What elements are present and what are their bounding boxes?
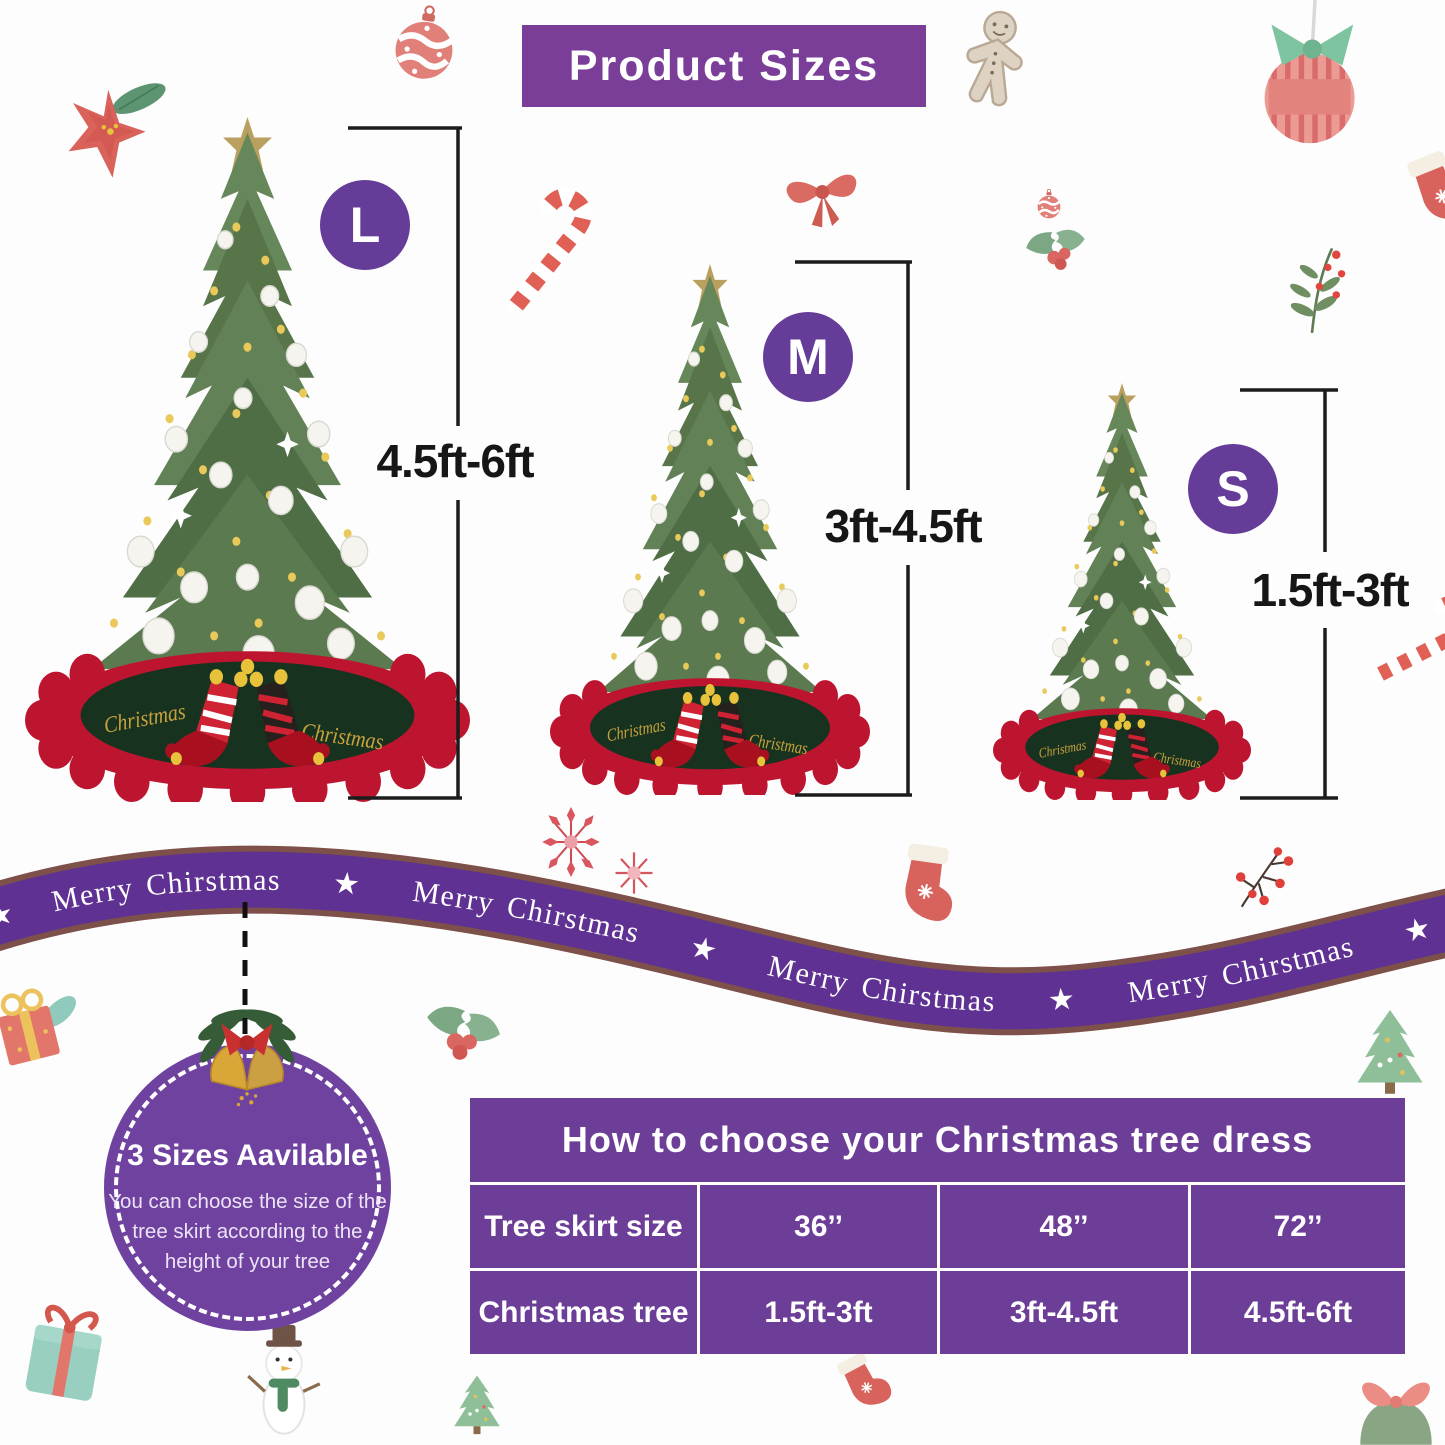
table-cell-36: 36’’ bbox=[700, 1185, 937, 1268]
size-range-small: 1.5ft-3ft bbox=[1251, 564, 1409, 616]
size-badge-small: S bbox=[1188, 444, 1278, 534]
badge-line-1: You can choose the size of the bbox=[108, 1190, 387, 1213]
gingerbread-man-icon bbox=[941, 1, 1046, 123]
size-letter-small: S bbox=[1216, 461, 1250, 517]
snowman-icon bbox=[245, 1325, 323, 1440]
sizes-available-badge: 3 Sizes Aavilable You can choose the siz… bbox=[104, 1044, 391, 1331]
table-cell-72: 72’’ bbox=[1191, 1185, 1405, 1268]
red-bow-icon bbox=[773, 154, 872, 240]
table-cell-tree-m: 3ft-4.5ft bbox=[940, 1271, 1188, 1354]
table-row-header-tree: Christmas tree bbox=[470, 1271, 697, 1354]
size-table-grid: Tree skirt size 36’’ 48’’ 72’’ Christmas… bbox=[470, 1185, 1405, 1354]
size-range-medium: 3ft-4.5ft bbox=[824, 500, 982, 552]
stocking-icon bbox=[1387, 140, 1445, 241]
badge-dashed-border bbox=[114, 1054, 381, 1321]
stocking-icon bbox=[820, 1342, 903, 1426]
table-cell-tree-s: 1.5ft-3ft bbox=[700, 1271, 937, 1354]
table-row-header-skirt-size: Tree skirt size bbox=[470, 1185, 697, 1268]
banner-title: Product Sizes bbox=[568, 41, 880, 90]
hanging-bauble-icon bbox=[1243, 0, 1368, 150]
badge-line-2: tree skirt according to the bbox=[132, 1220, 363, 1243]
merry-christmas-ribbon: ★ Merry Chirstmas ★ Merry Chirstmas ★ Me… bbox=[0, 845, 1445, 1075]
badge-line-3: height of your tree bbox=[164, 1250, 331, 1273]
table-cell-tree-l: 4.5ft-6ft bbox=[1191, 1271, 1405, 1354]
flat-tree-icon bbox=[450, 1372, 504, 1442]
product-sizes-banner: Product Sizes bbox=[522, 25, 926, 107]
size-letter-large: L bbox=[349, 197, 381, 253]
size-badge-large: L bbox=[320, 180, 410, 270]
size-table: How to choose your Christmas tree dress … bbox=[470, 1098, 1405, 1354]
gift-pouch-icon bbox=[1345, 1365, 1445, 1445]
red-bauble-icon bbox=[387, 0, 463, 87]
size-range-large: 4.5ft-6ft bbox=[376, 435, 534, 487]
table-cell-48: 48’’ bbox=[940, 1185, 1188, 1268]
size-badge-medium: M bbox=[763, 312, 853, 402]
small-bauble-icon bbox=[1036, 188, 1062, 220]
bells-icon bbox=[182, 1000, 312, 1112]
teal-gift-icon bbox=[11, 1288, 123, 1413]
berry-branch-icon bbox=[1230, 843, 1296, 911]
badge-title: 3 Sizes Aavilable bbox=[127, 1139, 368, 1172]
size-letter-medium: M bbox=[787, 329, 829, 385]
holly-icon bbox=[408, 974, 519, 1083]
berry-sprig-icon bbox=[1272, 240, 1352, 335]
size-table-title: How to choose your Christmas tree dress bbox=[470, 1098, 1405, 1182]
